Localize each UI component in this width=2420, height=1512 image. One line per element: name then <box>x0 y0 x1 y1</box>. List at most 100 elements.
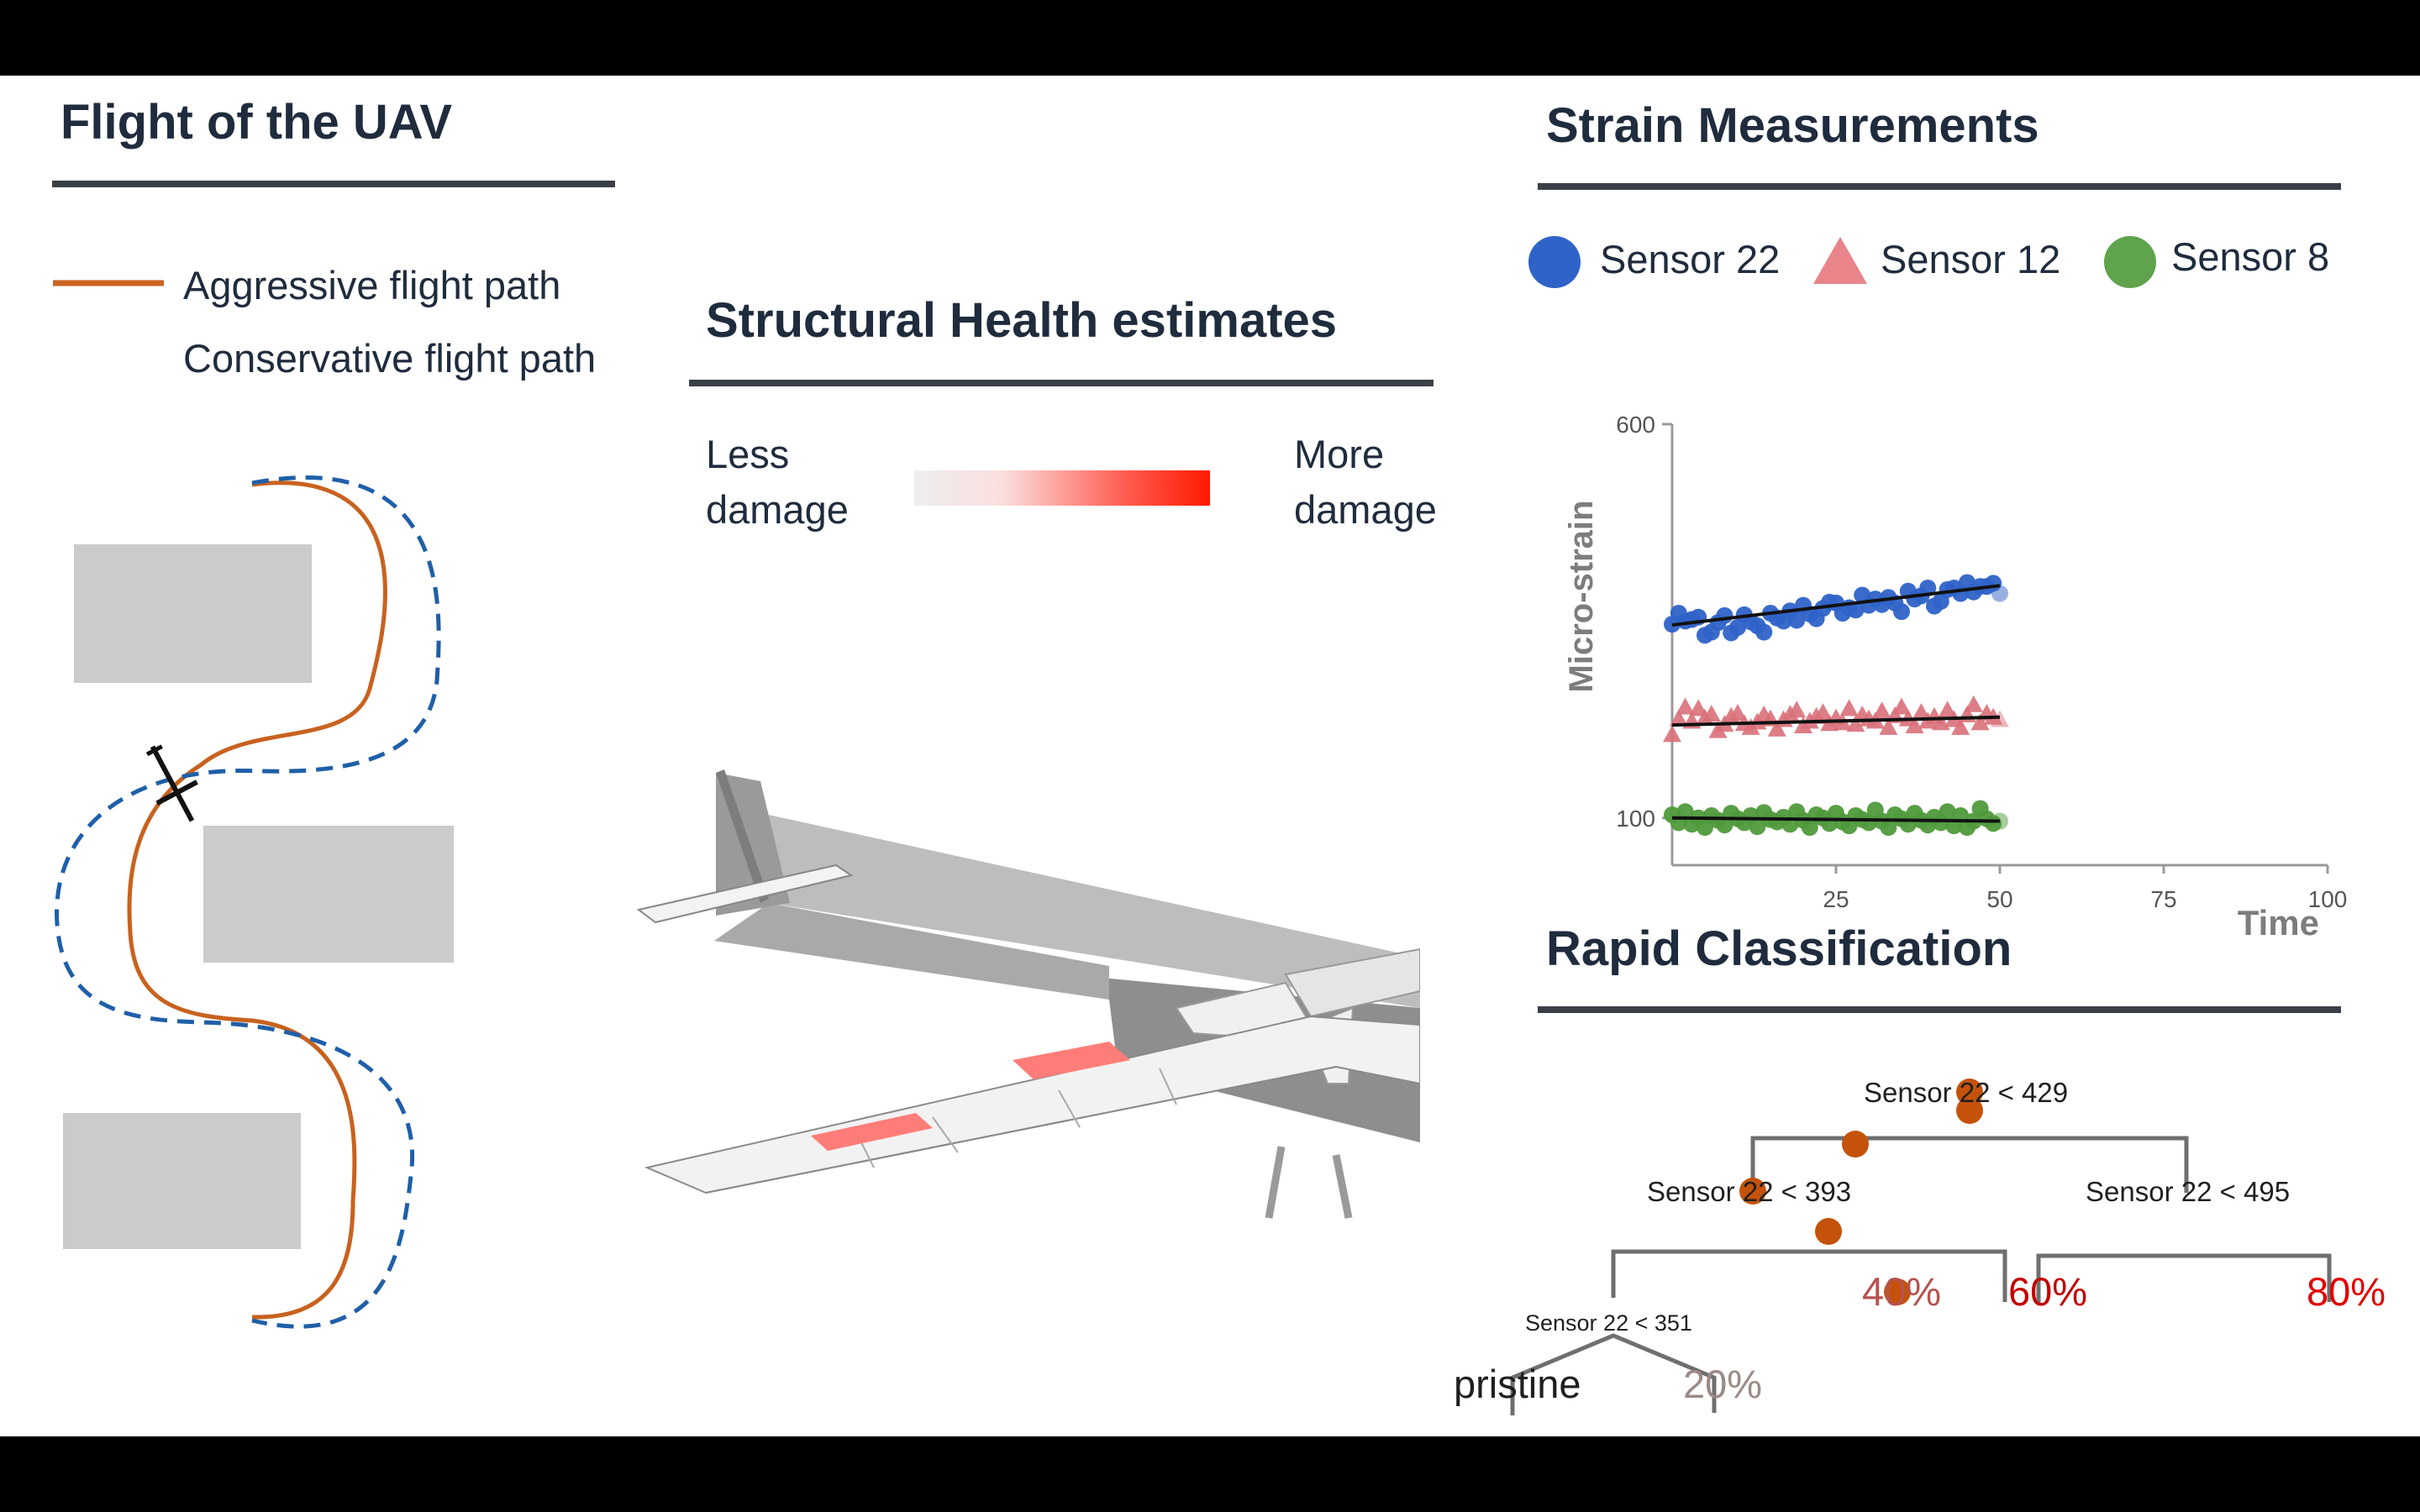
data-point <box>1689 699 1708 717</box>
data-point <box>1846 715 1865 732</box>
tree-node-root: Sensor 22 < 429 <box>1864 1077 2069 1108</box>
damage-colorbar <box>914 470 1210 506</box>
legend-conservative-label: Conservative flight path <box>183 336 597 381</box>
data-point <box>1879 717 1898 735</box>
leaf-80: 80% <box>2307 1269 2386 1314</box>
health-title: Structural Health estimates <box>706 293 1338 348</box>
figure-canvas: Flight of the UAV Aggressive flight path… <box>0 76 2420 1436</box>
data-point <box>1847 601 1865 619</box>
data-point <box>1801 819 1818 836</box>
strain-title-rule <box>1538 183 2341 190</box>
classification-title: Rapid Classification <box>1546 921 2012 976</box>
legend-sensor8-label: Sensor 8 <box>2171 234 2330 279</box>
data-point <box>1729 618 1746 636</box>
x-tick-label: 50 <box>1986 886 2012 912</box>
sample-marker <box>1956 1097 1983 1124</box>
legend-marker-sensor22 <box>1528 236 1581 288</box>
data-point <box>1893 603 1910 621</box>
more-damage-label: More damage <box>1294 432 1437 532</box>
obstacle-building-2 <box>203 826 454 963</box>
leaf-40: 40% <box>1862 1269 1942 1314</box>
legend-sensor12-label: Sensor 12 <box>1881 237 2061 281</box>
tree-branch-low <box>1510 1333 1717 1415</box>
data-point <box>1716 606 1733 624</box>
fuselage <box>714 932 1420 1142</box>
trend-line <box>1671 584 2001 627</box>
horizontal-tail <box>636 864 854 924</box>
aggressive-flight-path <box>127 480 387 1320</box>
data-point <box>1872 701 1891 719</box>
data-point <box>1767 719 1786 737</box>
data-point <box>1938 701 1957 718</box>
data-point <box>1905 717 1924 733</box>
data-point <box>1970 713 1990 731</box>
series-sensor-8 <box>1664 800 2008 836</box>
obstacle-building-1 <box>74 544 312 683</box>
leaf-20: 20% <box>1683 1362 1763 1406</box>
sample-marker <box>1842 1131 1869 1158</box>
x-axis-label: Time <box>2238 903 2319 942</box>
tree-branch-left <box>1611 1249 2007 1302</box>
legend-marker-sensor12 <box>1813 237 1867 284</box>
landing-gear-right <box>1332 1154 1353 1219</box>
damage-patch-1 <box>811 1113 933 1151</box>
tree-node-low: Sensor 22 < 351 <box>1525 1310 1692 1336</box>
data-point <box>1991 585 2008 602</box>
leaf-60: 60% <box>2008 1269 2088 1314</box>
sample-marker <box>1739 1178 1766 1205</box>
series-sensor-12 <box>1663 695 2009 743</box>
data-point <box>1669 709 1688 727</box>
series-sensor-22 <box>1664 574 2008 644</box>
legend-aggressive-label: Aggressive flight path <box>183 263 561 307</box>
tree-node-right: Sensor 22 < 495 <box>2086 1176 2291 1207</box>
less-damage-label: Less damage <box>706 432 849 532</box>
health-title-rule <box>689 380 1434 386</box>
damage-patch-2 <box>1013 1042 1130 1079</box>
legend-sensor22-label: Sensor 22 <box>1600 237 1781 281</box>
landing-gear-left <box>1265 1146 1286 1219</box>
flight-title: Flight of the UAV <box>60 95 453 150</box>
data-point <box>1880 819 1897 836</box>
trend-line <box>1671 715 2001 727</box>
sample-marker <box>1956 1079 1983 1105</box>
sample-path-markers <box>1739 1079 1983 1305</box>
data-point <box>1749 818 1766 836</box>
conservative-flight-path <box>55 475 441 1329</box>
flight-title-rule <box>52 181 615 187</box>
tree-branch-root <box>1750 1136 2189 1193</box>
data-point <box>1676 697 1695 715</box>
uav-structure-render <box>636 769 1420 1219</box>
data-point <box>1702 704 1721 722</box>
obstacle-building-3 <box>63 1113 301 1249</box>
data-point <box>1951 717 1970 735</box>
y-axis-label: Micro-strain <box>1563 501 1600 693</box>
x-tick-label: 75 <box>2150 886 2176 912</box>
trend-line <box>1671 816 2001 823</box>
strain-chart: 25 50 75 100 600 100 Micro-strain Time <box>1563 412 2348 942</box>
data-point <box>1964 695 1983 712</box>
strain-legend <box>1528 236 2156 288</box>
data-point <box>1788 612 1806 629</box>
flight-legend-swatches <box>53 280 164 286</box>
x-tick-label: 100 <box>2308 886 2348 912</box>
strain-title: Strain Measurements <box>1546 98 2039 153</box>
data-point <box>1663 725 1681 743</box>
x-tick-label: 25 <box>1823 886 1849 912</box>
data-point <box>1728 704 1747 721</box>
flight-map <box>55 475 454 1329</box>
data-point <box>1676 803 1694 821</box>
data-point <box>1755 623 1773 641</box>
data-point <box>1839 699 1859 717</box>
data-point <box>1892 697 1911 715</box>
sample-marker <box>1815 1218 1842 1245</box>
tree-node-left: Sensor 22 < 393 <box>1647 1176 1852 1207</box>
legend-marker-sensor8 <box>2104 236 2156 288</box>
uav-icon <box>145 744 198 822</box>
leaf-pristine: pristine <box>1454 1362 1581 1406</box>
data-point <box>1787 701 1807 718</box>
sample-marker <box>1884 1278 1911 1305</box>
data-point <box>1813 703 1833 721</box>
decision-tree <box>1510 1079 2332 1415</box>
data-point <box>1939 803 1956 821</box>
y-tick-label: 600 <box>1616 412 1655 438</box>
